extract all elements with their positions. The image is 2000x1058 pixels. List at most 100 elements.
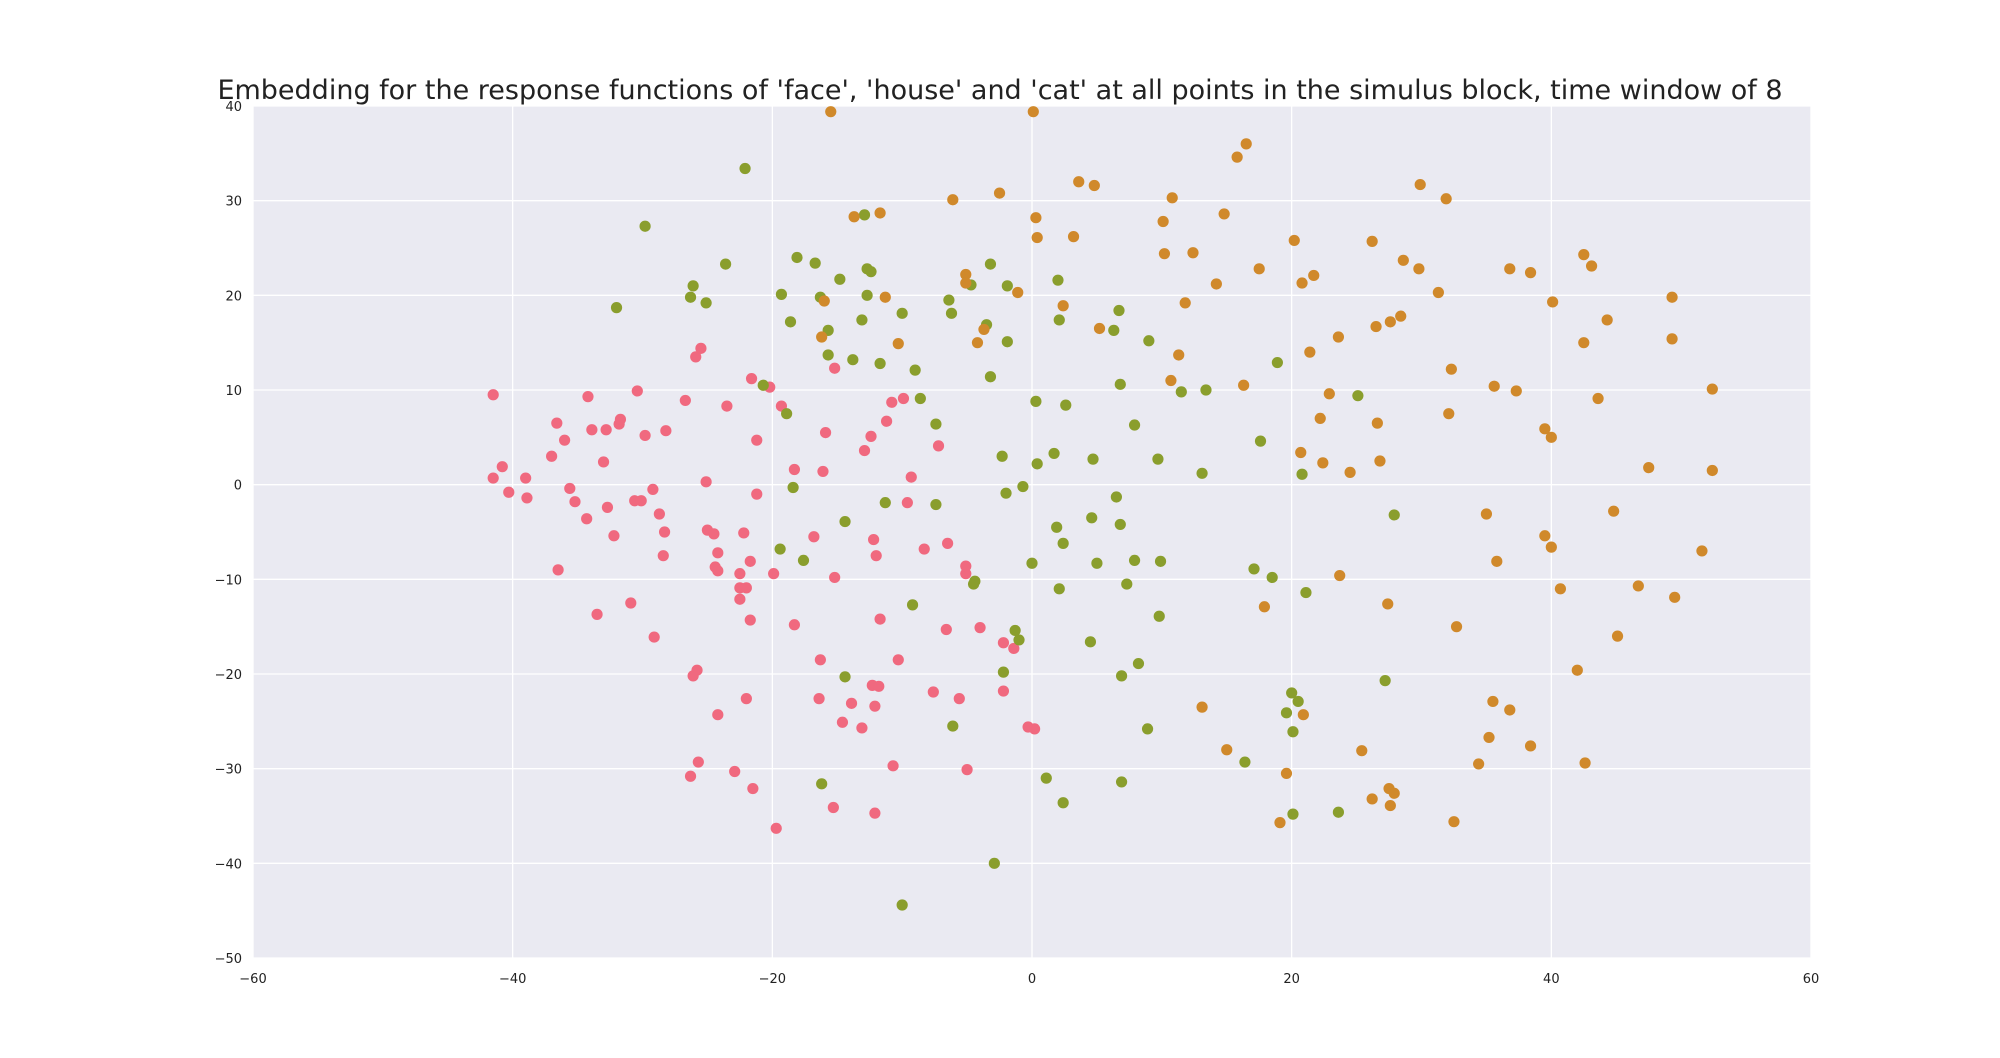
data-point <box>1030 395 1042 407</box>
data-point <box>1487 695 1499 708</box>
data-point <box>814 654 826 666</box>
data-points <box>487 106 1718 911</box>
data-point <box>1027 106 1039 118</box>
data-point <box>816 778 828 790</box>
data-point <box>597 456 610 468</box>
data-point <box>721 400 733 412</box>
data-point <box>988 857 1000 869</box>
data-point <box>858 209 871 221</box>
data-point <box>1187 247 1199 259</box>
data-point <box>809 257 821 269</box>
data-point <box>1091 557 1103 569</box>
data-point <box>943 294 955 306</box>
data-point <box>768 568 780 580</box>
data-point <box>1009 624 1021 637</box>
data-point <box>865 430 877 442</box>
data-point <box>880 415 893 427</box>
data-point <box>1292 695 1304 708</box>
data-point <box>1578 337 1590 349</box>
data-point <box>1539 423 1551 435</box>
data-point <box>734 593 746 605</box>
data-point <box>978 323 990 336</box>
x-tick-label: −20 <box>759 972 786 987</box>
y-tick-label: −20 <box>215 668 242 683</box>
data-point <box>942 537 954 549</box>
data-point <box>1608 505 1620 517</box>
series-0 <box>487 342 1041 834</box>
data-point <box>1057 300 1069 312</box>
data-point <box>1001 280 1013 292</box>
data-point <box>839 671 851 683</box>
y-tick-label: 30 <box>225 195 242 210</box>
data-point <box>745 373 758 385</box>
data-point <box>1304 346 1316 358</box>
data-point <box>1384 316 1396 328</box>
data-point <box>658 526 671 538</box>
data-point <box>1008 642 1020 655</box>
data-point <box>856 314 868 326</box>
data-point <box>788 463 801 476</box>
data-point <box>873 680 885 692</box>
data-point <box>1258 601 1271 613</box>
data-point <box>1395 310 1407 322</box>
data-point <box>1297 709 1309 721</box>
data-point <box>734 568 746 580</box>
data-point <box>1491 555 1503 567</box>
data-point <box>747 782 759 795</box>
data-point <box>1332 806 1345 818</box>
data-point <box>1052 274 1064 286</box>
data-point <box>997 637 1010 649</box>
data-point <box>1585 260 1598 272</box>
data-point <box>1108 324 1120 336</box>
data-point <box>1153 610 1165 622</box>
data-point <box>1086 512 1098 524</box>
data-point <box>971 337 984 349</box>
data-point <box>774 543 786 555</box>
data-point <box>1113 304 1125 317</box>
data-point <box>1060 399 1072 411</box>
y-tick-label: 10 <box>225 384 242 399</box>
data-point <box>858 444 871 457</box>
data-point <box>1084 636 1097 648</box>
data-point <box>1221 744 1233 756</box>
series-1 <box>610 162 1400 911</box>
data-point <box>1143 335 1155 347</box>
data-point <box>1432 286 1444 299</box>
data-point <box>1248 563 1260 575</box>
data-point <box>1053 583 1065 595</box>
data-point <box>816 331 828 343</box>
x-axis-ticks: −60 −40 −20 0 20 40 60 <box>239 972 1819 987</box>
data-point <box>960 277 972 289</box>
data-point <box>1253 263 1265 275</box>
data-point <box>906 599 919 611</box>
data-point <box>1026 557 1038 569</box>
data-point <box>1524 267 1537 279</box>
data-point <box>712 547 724 559</box>
data-point <box>1128 419 1141 431</box>
data-point <box>1547 296 1559 308</box>
data-point <box>834 273 846 285</box>
data-point <box>869 700 881 712</box>
data-point <box>822 349 834 361</box>
data-point <box>757 379 769 391</box>
data-point <box>817 465 829 478</box>
x-tick-label: 0 <box>1028 972 1036 987</box>
data-point <box>1504 704 1516 716</box>
data-point <box>845 697 858 709</box>
data-point <box>740 693 752 705</box>
data-point <box>996 450 1008 462</box>
data-point <box>559 434 571 446</box>
data-point <box>1374 455 1386 467</box>
data-point <box>869 807 881 819</box>
data-point <box>712 565 724 577</box>
data-point <box>708 528 720 540</box>
data-point <box>770 822 782 834</box>
data-point <box>695 342 707 354</box>
data-point <box>927 686 939 698</box>
data-point <box>1371 417 1383 429</box>
y-tick-label: −10 <box>215 573 242 588</box>
data-point <box>961 764 973 776</box>
data-point <box>1274 817 1286 829</box>
data-point <box>744 555 756 567</box>
data-point <box>751 434 763 446</box>
